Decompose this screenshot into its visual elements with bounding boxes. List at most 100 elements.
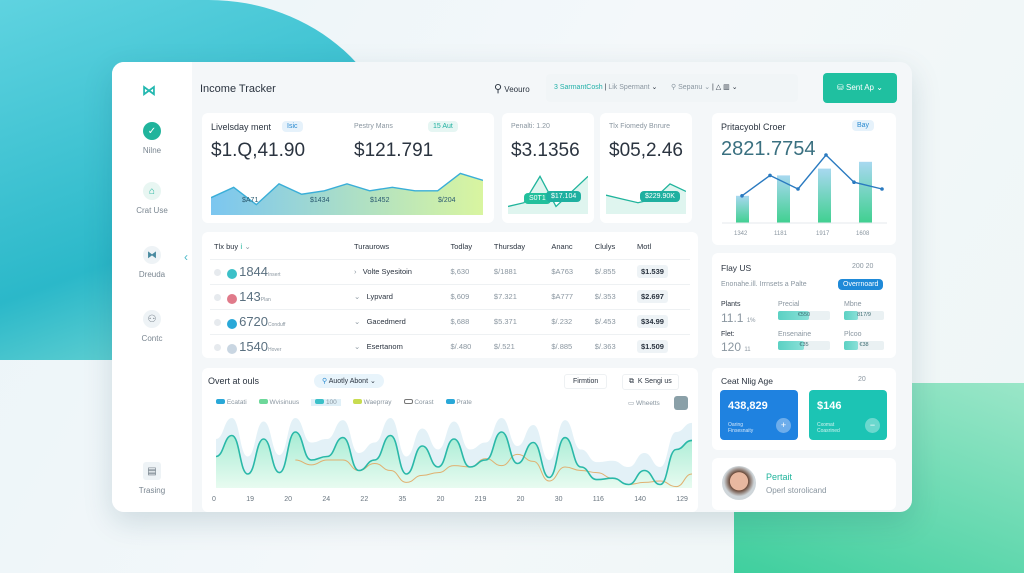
row-cell: $/.480 [446, 333, 490, 359]
table-row[interactable]: 1540Hover ⌄ Esertanom $/.480 $/.521 $/.885 $/… [210, 333, 690, 359]
row-number: 143 [239, 288, 261, 304]
filter-bar: 3 SarmantCosh | Lik Spermant ⌄ ⚲ Sepanu … [546, 74, 798, 102]
row-total: $1.509 [636, 340, 668, 354]
penalty-card: Penalti: 1.20 $3.1356 S0T1 $17.104 [502, 113, 594, 223]
minus-icon[interactable]: − [865, 418, 880, 433]
table-row[interactable]: 1844Insert › Volte Syesitoin $,630 $/1881 $A… [210, 258, 690, 284]
filter-button[interactable]: Firmtion [564, 374, 608, 389]
sidebar: ⋈ ✓ Nilne ⌂ Crat Use ⧓ Dreuda ⚇ Contc ▤ Trasi… [112, 62, 192, 512]
legend-item[interactable]: 100 [311, 399, 341, 406]
plus-icon[interactable]: + [776, 418, 791, 433]
row-name: Gacedmerd [366, 317, 406, 326]
lock-button[interactable] [674, 396, 688, 410]
chart-point [852, 180, 856, 184]
legend-item[interactable]: Wvisinuus [258, 399, 299, 406]
row-subtitle: Hover [268, 347, 282, 354]
dropdown-label: Auotly Abont [328, 378, 369, 385]
forecast-card: Tlx Fiomedy Bnrure $05,2.46 $229.90K [600, 113, 692, 223]
transactions-table: Tlx buy ⅰ ⌄ Turaurows Todlay Thursday Ananc… [210, 234, 690, 359]
card-title: Flay US [721, 263, 752, 273]
row-number: 1844 [239, 263, 269, 279]
chevron-icon[interactable]: ⌄ [354, 342, 361, 352]
stat-number: 11.1 [721, 311, 744, 325]
stat-tile[interactable]: $146 Cxomat Coasrined − [809, 390, 887, 440]
column-header[interactable]: Thursday [493, 241, 526, 251]
sidebar-item-nilne[interactable]: ✓ Nilne [112, 122, 192, 155]
stat-tile[interactable]: 438,829 Oaring Finsesnaity + [720, 390, 798, 440]
card-subtitle: Pestry Mans [354, 123, 393, 130]
row-total: $1.539 [636, 265, 668, 278]
progress-bar: €35 [778, 341, 830, 350]
axis-label: 1181 [774, 231, 787, 237]
row-name: Lypvard [366, 292, 393, 301]
search-field[interactable]: ⚲ Veouro [494, 82, 530, 95]
row-radio[interactable] [214, 293, 221, 301]
row-cell: $/.855 [590, 258, 633, 284]
sidebar-label: Nilne [142, 146, 162, 155]
column-header[interactable]: Todlay [450, 241, 473, 251]
settings-label: K Sengi us [637, 378, 672, 385]
badge: Isic [282, 121, 303, 132]
legend-item[interactable]: Corast [403, 399, 434, 406]
chevron-icon[interactable]: › [354, 267, 357, 276]
row-subtitle: Insert [268, 271, 281, 278]
legend-swatch [352, 399, 362, 404]
legend-item[interactable]: Waeprray [352, 399, 392, 406]
series-area [216, 432, 692, 488]
bar-value: 817/9 [857, 312, 871, 318]
collapse-chevron-icon[interactable]: ‹ [184, 250, 188, 264]
x-tick-label: 0 [212, 496, 216, 503]
chevron-down-icon[interactable]: ⌄ [244, 241, 251, 251]
chart-label: $/204 [438, 197, 456, 204]
stat-number: 120 [721, 340, 742, 354]
legend-label: Ecatati [226, 399, 247, 406]
overview-button[interactable]: Overrnoard [838, 279, 884, 290]
row-radio[interactable] [214, 268, 221, 276]
legend-label: 100 [325, 399, 337, 406]
period-badge[interactable]: Bay [852, 120, 875, 131]
search-icon: ⚲ [494, 83, 503, 95]
legend-item[interactable]: Prate [445, 399, 472, 406]
card-title: Overt at ouls [208, 376, 260, 386]
card-title: Livelsday ment [211, 122, 272, 132]
chart-bar [859, 161, 872, 223]
sidebar-item-contc[interactable]: ⚇ Contc [112, 310, 192, 343]
row-number: 1540 [239, 339, 269, 355]
profile-card[interactable]: Pertait Operl storolicand [712, 458, 896, 510]
sidebar-item-dreuda[interactable]: ⧓ Dreuda [112, 246, 192, 279]
wheels-toggle[interactable]: ▭ Wheetts [628, 400, 660, 407]
row-cell: $,630 [446, 258, 490, 284]
sidebar-item-crat-use[interactable]: ⌂ Crat Use [112, 182, 192, 215]
chevron-icon[interactable]: ⌄ [354, 292, 361, 301]
filter-segment[interactable]: 3 SarmantCosh [554, 84, 603, 91]
card-title: Ceat Nlig Age [721, 376, 773, 386]
row-total: $2.697 [636, 290, 668, 303]
row-icon [227, 294, 237, 304]
filter-search[interactable]: ⚲ Sepanu ⌄ [671, 84, 711, 91]
column-header[interactable]: Turaurows [354, 241, 390, 251]
columns-icon[interactable]: ▥ [723, 84, 730, 91]
sidebar-item-trasing[interactable]: ▤ Trasing [112, 462, 192, 495]
alert-icon[interactable]: △ [715, 84, 722, 91]
row-cell: $,688 [446, 308, 490, 334]
sidebar-label: Dreuda [138, 270, 166, 279]
row-radio[interactable] [214, 318, 221, 326]
x-tick-label: 24 [322, 496, 331, 503]
legend-item[interactable]: Ecatati [216, 399, 247, 406]
flay-card: Flay US 200 20 Enonahe.ill. Irrnsets a P… [712, 253, 896, 358]
send-app-button[interactable]: ⛁ Sent Ap ⌄ [823, 73, 897, 103]
row-radio[interactable] [214, 344, 221, 352]
chevron-icon[interactable]: ⌄ [354, 317, 361, 326]
period-dropdown[interactable]: ⚲ Auotly Abont ⌄ [314, 374, 384, 388]
stat-value: 120 11 [721, 340, 751, 354]
wheels-label: Wheetts [635, 400, 660, 407]
column-header[interactable]: Motl [636, 241, 652, 251]
x-tick-label: 116 [592, 496, 604, 503]
column-header[interactable]: Clulys [594, 241, 616, 251]
filter-dropdown[interactable]: Lik Spermant [608, 84, 650, 91]
table-row[interactable]: 6720Conduff ⌄ Gacedmerd $,688 $5.371 $/.232 $… [210, 308, 690, 334]
chart-point [768, 173, 772, 178]
table-row[interactable]: 143Plan ⌄ Lypvard $,609 $7.321 $A777 $/.353 $2… [210, 283, 690, 309]
settings-button[interactable]: ⧉ K Sengi us [622, 374, 679, 390]
column-header[interactable]: Ananc [551, 241, 573, 251]
